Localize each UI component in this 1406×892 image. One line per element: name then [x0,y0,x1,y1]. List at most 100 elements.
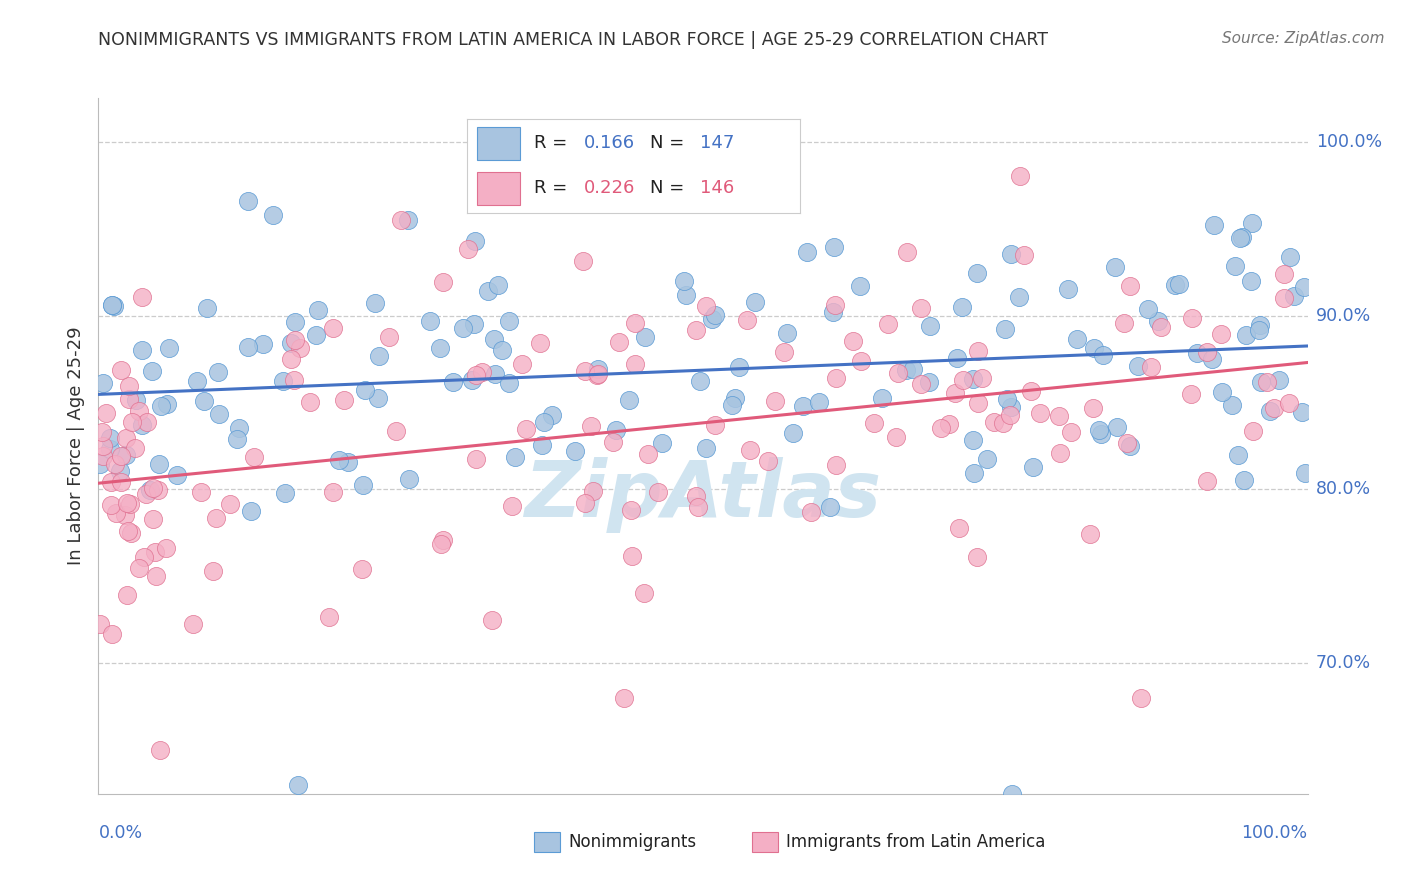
Point [98,431,121,445]
Point [465,451,488,466]
Point [1049,446,1071,460]
Point [620,503,643,517]
Point [970,370,993,384]
Point [818,500,841,514]
Point [284,315,307,329]
Point [1150,320,1173,334]
Point [1090,427,1112,442]
Point [782,425,804,440]
Point [605,423,627,437]
Point [96,406,118,420]
Point [136,416,159,430]
Point [1256,375,1278,389]
Point [1247,323,1270,337]
Text: Nonimmigrants: Nonimmigrants [568,833,696,851]
Point [695,442,717,456]
Point [240,504,263,518]
Point [333,393,356,408]
Point [100,475,122,490]
Point [98,442,121,457]
Point [1146,314,1168,328]
Point [849,279,872,293]
Point [1272,267,1295,281]
Point [299,395,322,409]
Point [389,213,412,227]
Point [142,512,165,526]
Point [166,467,188,482]
Point [1060,425,1083,439]
Point [621,549,644,564]
Point [183,617,205,632]
Point [101,627,124,641]
Point [501,500,523,514]
Point [398,471,420,485]
Point [132,549,155,564]
Point [849,354,872,368]
Point [271,374,294,388]
Point [484,332,506,346]
Point [150,399,173,413]
Point [337,455,360,469]
Point [1227,449,1250,463]
Text: 100.0%: 100.0% [1316,133,1382,151]
Point [364,296,387,310]
Point [738,443,761,458]
Point [100,297,122,311]
Point [945,351,967,365]
Point [1282,288,1305,302]
Point [884,430,907,444]
Point [1229,231,1251,245]
Point [1088,423,1111,437]
Point [1057,283,1080,297]
Point [384,425,406,439]
Point [1241,216,1264,230]
Point [352,478,374,492]
Point [1268,373,1291,387]
Point [634,329,657,343]
Point [515,422,537,436]
Point [586,362,609,376]
Point [288,341,311,355]
Point [637,447,659,461]
Text: 70.0%: 70.0% [1316,655,1371,673]
Point [724,391,747,405]
Point [110,362,132,376]
Point [948,521,970,535]
Point [929,421,952,435]
Point [131,417,153,432]
Point [673,275,696,289]
Point [89,458,111,472]
Point [477,285,499,299]
Point [918,375,941,389]
Point [772,344,794,359]
Point [1136,301,1159,316]
Point [943,386,966,401]
Point [128,561,150,575]
Text: ZipAtlas: ZipAtlas [524,457,882,533]
Point [991,417,1014,431]
Point [226,432,249,446]
Point [983,415,1005,429]
Point [1000,401,1022,415]
Point [110,464,132,478]
Point [1225,259,1247,273]
Point [962,433,984,447]
Point [700,312,723,326]
Point [1272,291,1295,305]
Point [1022,460,1045,475]
Point [1118,439,1140,453]
Point [157,341,180,355]
Point [1119,278,1142,293]
Point [685,489,707,503]
Point [1240,274,1263,288]
Point [91,449,114,463]
Point [510,357,533,371]
Point [1083,401,1105,415]
Point [110,449,132,463]
Point [1112,316,1135,330]
Point [1234,328,1257,343]
Point [1080,526,1102,541]
Text: 90.0%: 90.0% [1316,307,1371,325]
Point [877,317,900,331]
Point [464,234,486,248]
